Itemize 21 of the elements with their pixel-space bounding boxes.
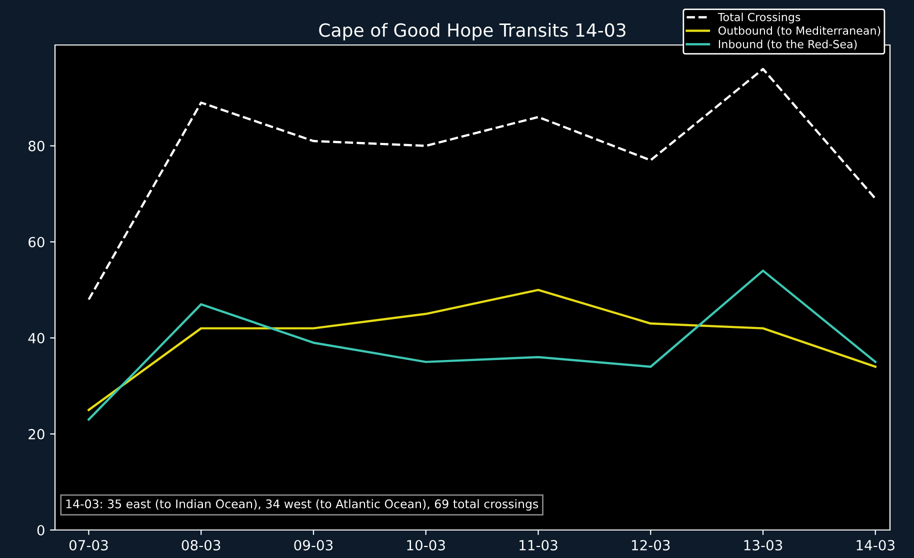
line-series	[88, 270, 876, 421]
y-tick-label: 60	[28, 236, 44, 248]
y-tick-label: 80	[28, 140, 44, 152]
y-tick-label: 40	[28, 332, 44, 344]
x-tick-label: 14-03	[856, 540, 894, 550]
x-tick-label: 11-03	[520, 540, 558, 550]
x-tick-label: 10-03	[407, 540, 445, 550]
line-series	[88, 68, 876, 301]
line-series	[88, 288, 876, 412]
y-tick-label: 20	[28, 428, 44, 440]
legend-label: Inbound (to the Red-Sea)	[718, 40, 857, 50]
x-tick-label: 07-03	[69, 540, 108, 550]
y-tick-label: 0	[37, 524, 44, 536]
legend-label: Outbound (to Mediterranean)	[718, 26, 880, 36]
legend-label: Total Crossings	[718, 12, 800, 24]
x-tick-label: 12-03	[632, 540, 670, 550]
annotation: 14-03: 35 east (to Indian Ocean), 34 west (to Atlantic Ocean), 69 total crossings	[66, 499, 538, 511]
x-tick-label: 13-03	[744, 540, 782, 550]
x-tick-label: 08-03	[182, 540, 220, 550]
x-tick-label: 09-03	[294, 540, 333, 550]
chart-title: Cape of Good Hope Transits 14-03	[319, 22, 626, 40]
